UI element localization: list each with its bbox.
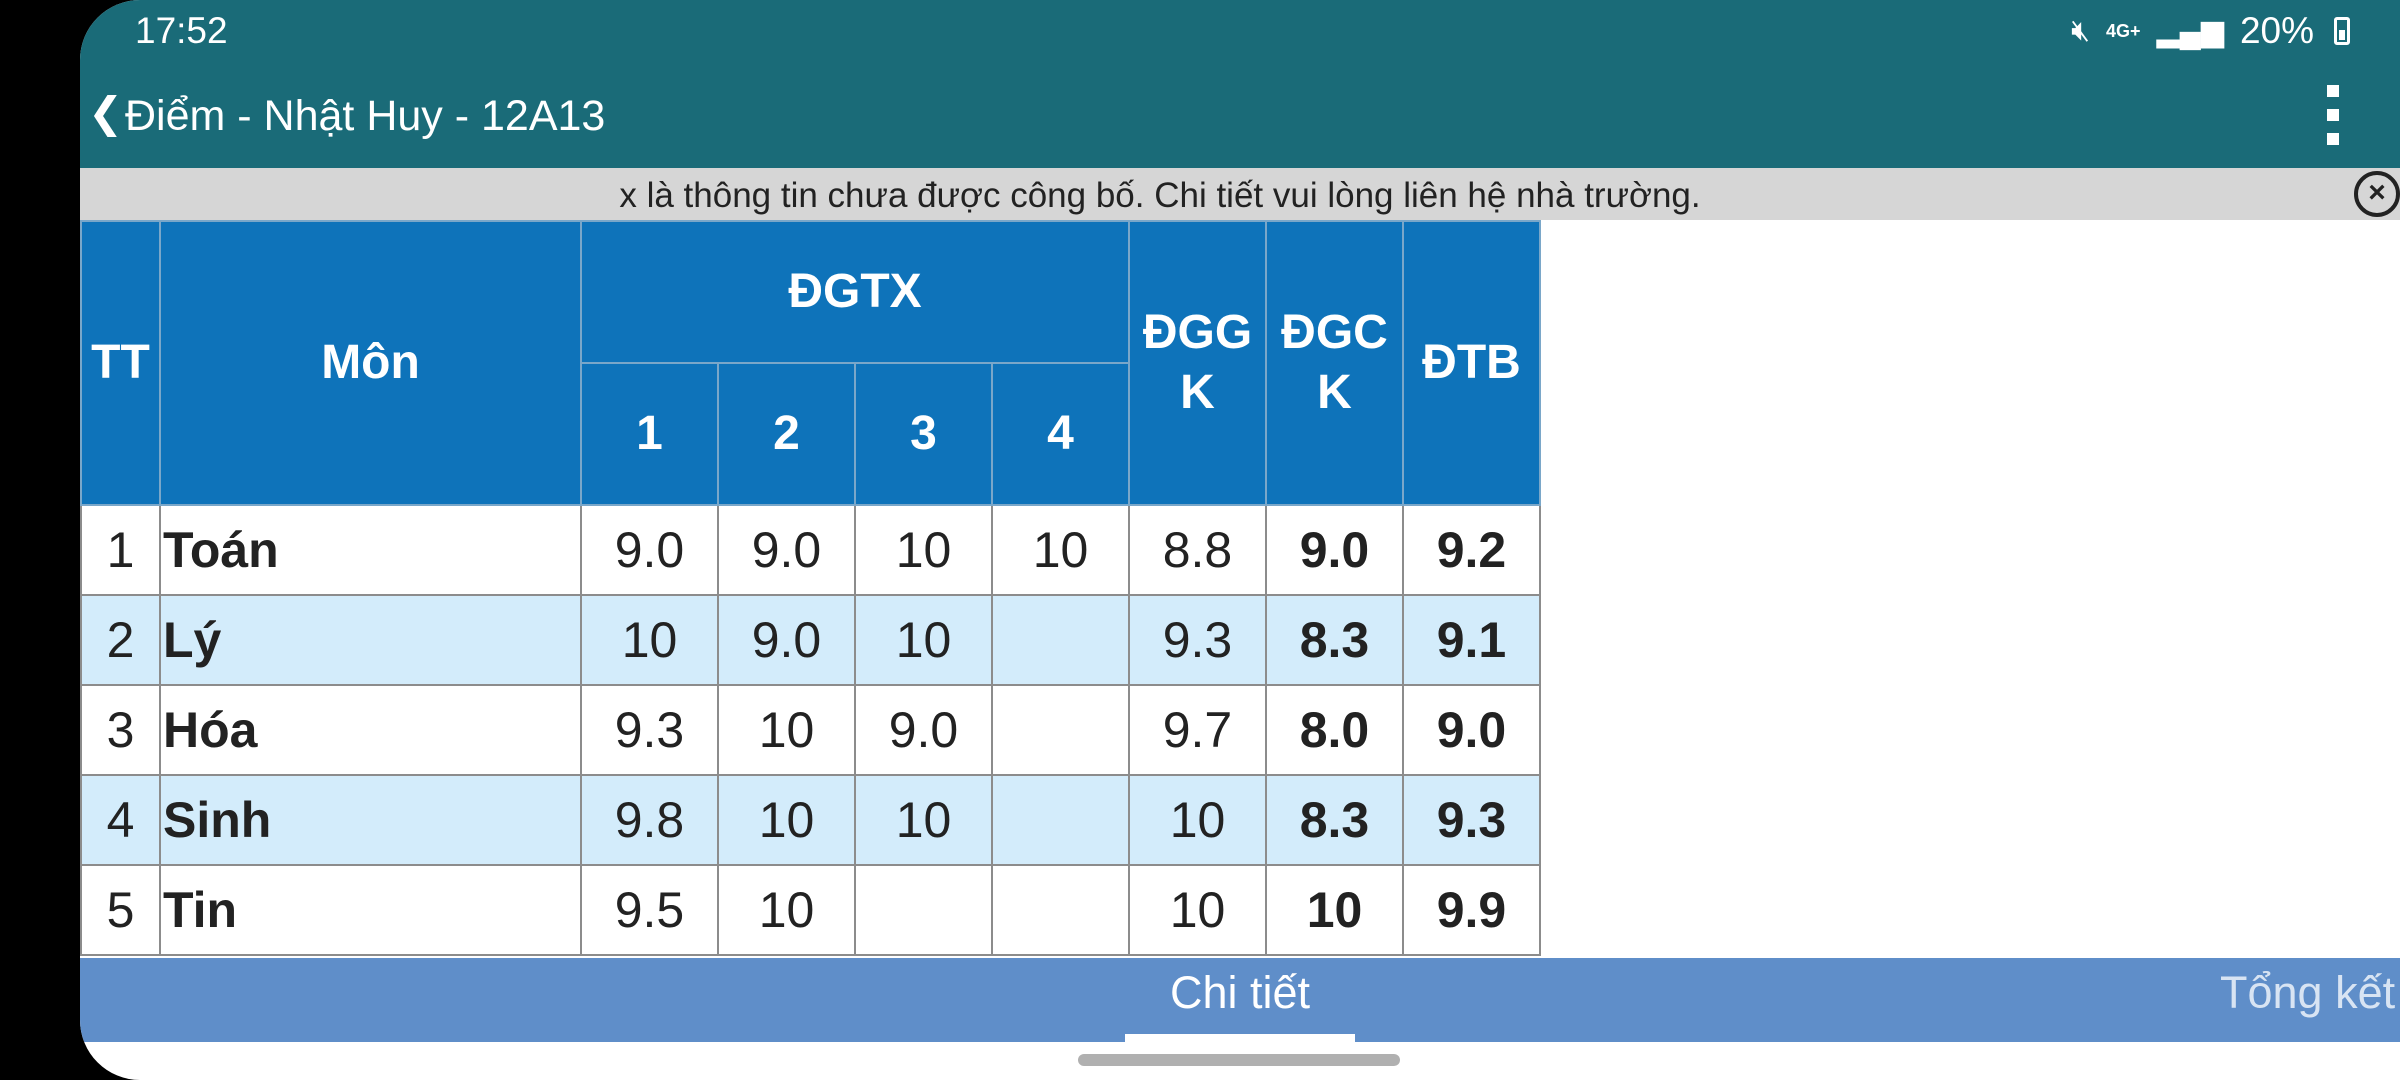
cell-tx4 — [991, 864, 1130, 956]
cell-subject: Tin — [159, 864, 582, 956]
cell-dggk: 10 — [1128, 774, 1267, 866]
cell-tx4 — [991, 774, 1130, 866]
notice-banner: x là thông tin chưa được công bố. Chi ti… — [80, 168, 2400, 220]
header-subject: Môn — [159, 220, 582, 506]
cell-tx1: 10 — [580, 594, 719, 686]
cell-dgck: 8.0 — [1265, 684, 1404, 776]
cell-dggk: 8.8 — [1128, 504, 1267, 596]
cell-tx2: 9.0 — [717, 504, 856, 596]
cell-tx1: 9.0 — [580, 504, 719, 596]
cell-tx4 — [991, 594, 1130, 686]
cell-tt: 5 — [80, 864, 161, 956]
table-row[interactable]: 4 Sinh 9.8 10 10 10 8.3 9.3 — [80, 774, 1541, 866]
cell-tx3: 9.0 — [854, 684, 993, 776]
table-row[interactable]: 3 Hóa 9.3 10 9.0 9.7 8.0 9.0 — [80, 684, 1541, 776]
mute-icon: 🔇︎ — [2071, 14, 2090, 47]
page-title[interactable]: Điểm - Nhật Huy - 12A13 — [125, 92, 606, 140]
header-dggk: ĐGG K — [1128, 220, 1267, 506]
table-row[interactable]: 2 Lý 10 9.0 10 9.3 8.3 9.1 — [80, 594, 1541, 686]
status-icons: 🔇︎ 4G+ ▂▄▆ 20% — [2071, 10, 2350, 52]
grades-table: TT Môn ĐGTX ĐGG K ĐGC K ĐTB 1 2 3 4 1 To… — [80, 220, 1541, 956]
app-screen: 17:52 🔇︎ 4G+ ▂▄▆ 20% ❮ Điểm - Nhật Huy -… — [80, 0, 2400, 1080]
cell-tt: 4 — [80, 774, 161, 866]
header-dgtx-1: 1 — [580, 362, 719, 506]
notice-text: x là thông tin chưa được công bố. Chi ti… — [619, 176, 1701, 215]
cell-tx2: 10 — [717, 864, 856, 956]
cell-dtb: 9.0 — [1402, 684, 1541, 776]
cell-tx3: 10 — [854, 774, 993, 866]
header-dgtx-2: 2 — [717, 362, 856, 506]
header-dgtx-3: 3 — [854, 362, 993, 506]
cell-tx3: 10 — [854, 594, 993, 686]
cell-tx3 — [854, 864, 993, 956]
status-time: 17:52 — [135, 10, 228, 51]
app-bar: 17:52 🔇︎ 4G+ ▂▄▆ 20% ❮ Điểm - Nhật Huy -… — [80, 0, 2400, 168]
header-dgck: ĐGC K — [1265, 220, 1404, 506]
cell-tx1: 9.3 — [580, 684, 719, 776]
cell-tx4: 10 — [991, 504, 1130, 596]
cell-tx2: 10 — [717, 684, 856, 776]
cell-dtb: 9.2 — [1402, 504, 1541, 596]
chevron-left-icon[interactable]: ❮ — [88, 89, 124, 136]
signal-icon: ▂▄▆ — [2156, 14, 2224, 48]
cell-dtb: 9.9 — [1402, 864, 1541, 956]
battery-percent: 20% — [2239, 10, 2314, 51]
table-row[interactable]: 5 Tin 9.5 10 10 10 9.9 — [80, 864, 1541, 956]
cell-tx2: 10 — [717, 774, 856, 866]
home-indicator[interactable] — [1078, 1054, 1400, 1066]
network-label: 4G+ — [2106, 21, 2141, 41]
cell-dtb: 9.3 — [1402, 774, 1541, 866]
cell-tt: 2 — [80, 594, 161, 686]
header-dgtx: ĐGTX — [580, 220, 1130, 364]
cell-tt: 1 — [80, 504, 161, 596]
cell-tx3: 10 — [854, 504, 993, 596]
more-vert-icon[interactable] — [2326, 85, 2340, 145]
cell-dgck: 8.3 — [1265, 594, 1404, 686]
battery-icon — [2334, 17, 2350, 45]
cell-tx4 — [991, 684, 1130, 776]
cell-dggk: 10 — [1128, 864, 1267, 956]
cell-tx2: 9.0 — [717, 594, 856, 686]
tab-summary[interactable]: Tổng kết — [2220, 967, 2396, 1018]
cell-tt: 3 — [80, 684, 161, 776]
cell-dggk: 9.7 — [1128, 684, 1267, 776]
active-tab-indicator — [1125, 1034, 1355, 1042]
header-dtb: ĐTB — [1402, 220, 1541, 506]
cell-tx1: 9.8 — [580, 774, 719, 866]
tab-detail[interactable]: Chi tiết — [1125, 958, 1355, 1042]
cell-dgck: 8.3 — [1265, 774, 1404, 866]
header-dgtx-4: 4 — [991, 362, 1130, 506]
close-icon[interactable]: × — [2354, 171, 2400, 217]
table-row[interactable]: 1 Toán 9.0 9.0 10 10 8.8 9.0 9.2 — [80, 504, 1541, 596]
cell-dgck: 10 — [1265, 864, 1404, 956]
cell-subject: Sinh — [159, 774, 582, 866]
header-tt: TT — [80, 220, 161, 506]
tab-detail-label: Chi tiết — [1169, 967, 1311, 1018]
cell-subject: Lý — [159, 594, 582, 686]
cell-tx1: 9.5 — [580, 864, 719, 956]
cell-subject: Hóa — [159, 684, 582, 776]
cell-dgck: 9.0 — [1265, 504, 1404, 596]
cell-dggk: 9.3 — [1128, 594, 1267, 686]
cell-dtb: 9.1 — [1402, 594, 1541, 686]
cell-subject: Toán — [159, 504, 582, 596]
bottom-tab-bar: Chi tiết Tổng kết — [80, 958, 2400, 1042]
